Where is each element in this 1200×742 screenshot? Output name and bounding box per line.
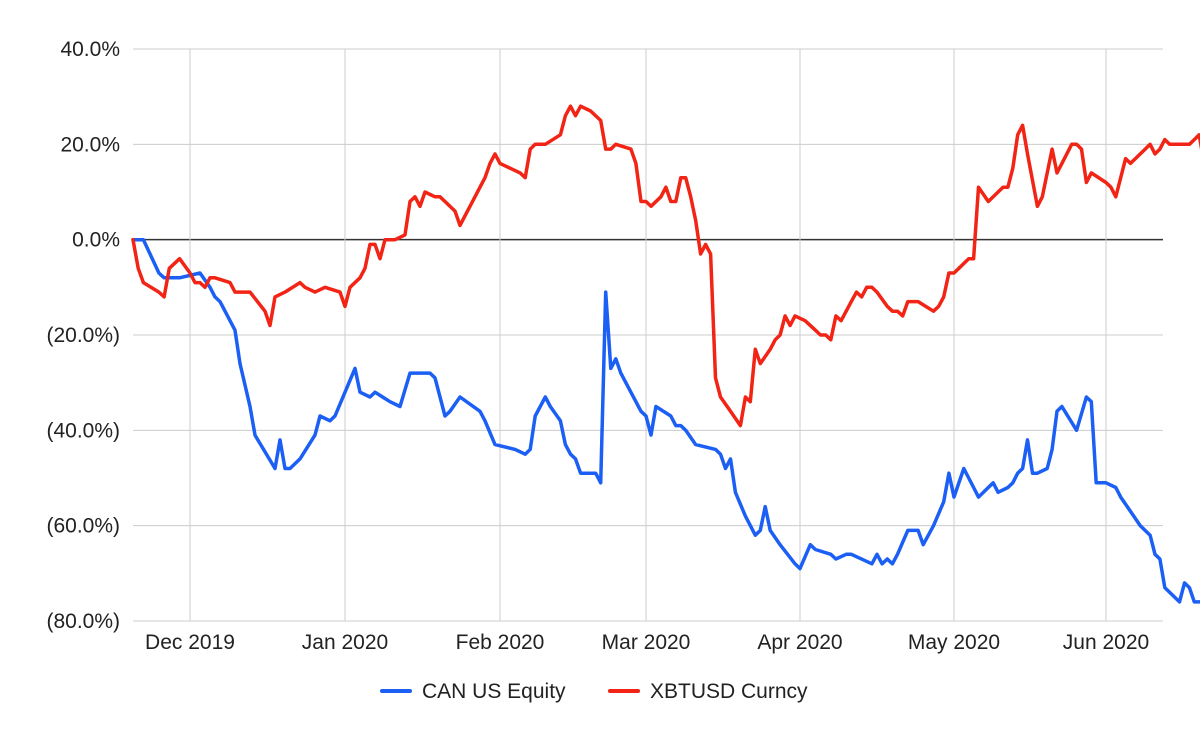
gridlines — [133, 48, 1163, 622]
y-tick-label: 40.0% — [60, 38, 120, 61]
x-axis-ticks: Dec 2019 Jan 2020 Feb 2020 Mar 2020 Apr 2020… — [145, 631, 1149, 654]
x-tick-label: Jun 2020 — [1063, 631, 1149, 654]
y-tick-label: (80.0%) — [46, 610, 120, 633]
y-tick-label: (40.0%) — [46, 419, 120, 442]
series-lines — [131, 104, 1200, 604]
legend-item-can-us-equity: CAN US Equity — [380, 680, 566, 703]
x-tick-label: May 2020 — [908, 631, 1000, 654]
series-line-xbtusd-curncy — [131, 104, 1200, 428]
x-tick-label: Feb 2020 — [456, 631, 545, 654]
legend: CAN US Equity XBTUSD Curncy — [380, 680, 808, 703]
legend-label: XBTUSD Curncy — [650, 680, 808, 703]
x-tick-label: Apr 2020 — [757, 631, 842, 654]
y-tick-label: 0.0% — [72, 229, 120, 252]
series-line-can-us-equity — [131, 237, 1200, 604]
legend-label: CAN US Equity — [422, 680, 566, 703]
x-tick-label: Mar 2020 — [602, 631, 691, 654]
y-tick-label: 20.0% — [60, 133, 120, 156]
y-axis-ticks: 40.0% 20.0% 0.0% (20.0%) (40.0%) (60.0%) (80.0… — [46, 38, 120, 633]
y-tick-label: (20.0%) — [46, 324, 120, 347]
legend-item-xbtusd-curncy: XBTUSD Curncy — [608, 680, 808, 703]
y-tick-label: (60.0%) — [46, 515, 120, 538]
x-tick-label: Dec 2019 — [145, 631, 235, 654]
x-tick-label: Jan 2020 — [302, 631, 388, 654]
